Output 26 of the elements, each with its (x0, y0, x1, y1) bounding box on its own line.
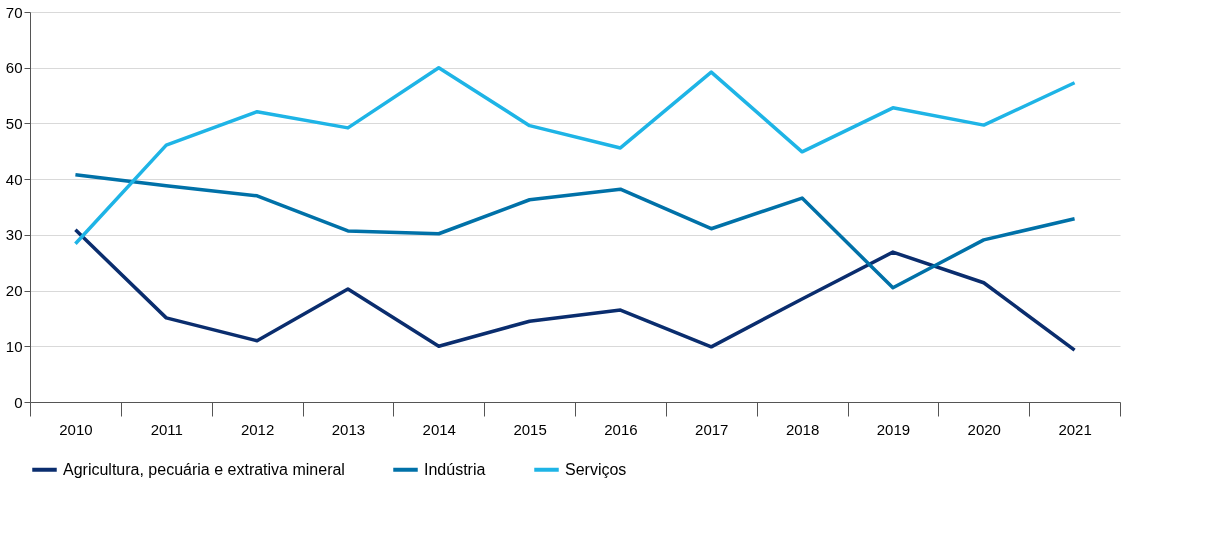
x-tick-label: 2017 (695, 420, 729, 438)
legend-label: Agricultura, pecuária e extrativa mineral (63, 460, 345, 478)
x-tick-label: 2014 (422, 420, 456, 438)
y-tick-label: 30 (5, 226, 23, 244)
legend-label: Indústria (424, 460, 486, 478)
x-tick-label: 2019 (876, 420, 911, 438)
y-tick-label: 10 (5, 337, 23, 355)
x-tick-label: 2015 (513, 420, 547, 438)
x-tick-label: 2016 (604, 420, 638, 438)
line-series (73, 172, 1077, 290)
y-tick-label: 40 (5, 170, 23, 188)
legend-label: Serviços (565, 460, 627, 478)
x-tick-label: 2012 (240, 420, 275, 438)
x-tick-label: 2013 (331, 420, 366, 438)
x-tick-label: 2018 (785, 420, 820, 438)
y-tick-label: 0 (14, 393, 23, 411)
x-tick-label: 2020 (967, 420, 1001, 438)
y-tick-label: 50 (5, 114, 23, 132)
line-series (73, 228, 1077, 352)
line-series (73, 65, 1077, 246)
y-tick-label: 70 (5, 3, 23, 21)
y-tick-label: 60 (5, 59, 23, 77)
x-tick-label: 2010 (59, 420, 93, 438)
x-tick-label: 2011 (150, 420, 183, 438)
x-tick-label: 2021 (1058, 420, 1092, 438)
y-tick-label: 20 (5, 282, 23, 300)
